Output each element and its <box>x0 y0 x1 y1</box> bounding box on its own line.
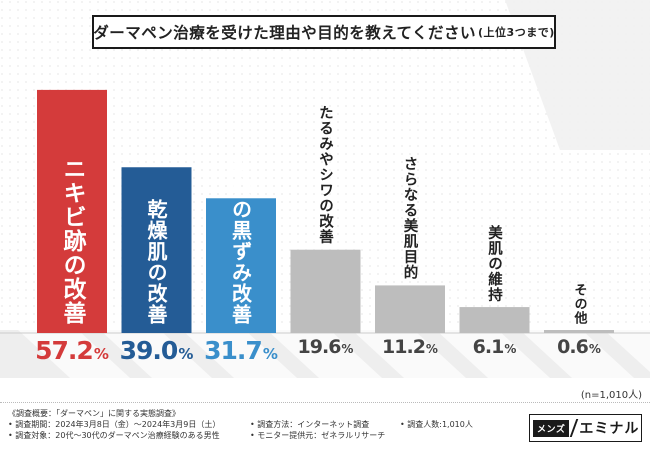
chart-title-note: (上位3つまで) <box>478 26 555 39</box>
footer-method: • 調査方法：インターネット調査 <box>250 420 370 429</box>
logo-mens: メンズ <box>533 419 570 437</box>
bar-value-number: 57.2 <box>35 336 94 365</box>
survey-footer: 《調査概要：「ダーマペン」に関する実態調査》 • 調査期間：2024年3月8日（… <box>0 402 650 451</box>
footer-count: • 調査人数:1,010人 <box>400 420 473 429</box>
bar-value-number: 31.7 <box>204 336 263 365</box>
bar-value-number: 6.1 <box>472 336 505 358</box>
bar-value-label: 39.0% <box>115 336 199 365</box>
footer-target: • 調査対象：20代〜30代のダーマペン治療経験のある男性 <box>8 431 220 440</box>
bar-category-label: その他 <box>571 283 587 325</box>
bar-3 <box>206 198 276 333</box>
bar-value-number: 19.6 <box>297 336 342 358</box>
footer-overview: 《調査概要：「ダーマペン」に関する実態調査》 <box>8 409 180 418</box>
bar-1 <box>37 89 107 334</box>
bar-value-number: 0.6 <box>557 336 589 358</box>
bar-value-label: 57.2% <box>30 336 114 365</box>
bar-category-label: 美肌の維持 <box>486 224 502 303</box>
bar-value-number: 39.0 <box>119 336 179 365</box>
bar-7 <box>544 330 614 333</box>
footer-provider: • モニター提供元：ゼネラルリサーチ <box>250 431 386 440</box>
chart-title: ダーマペン治療を受けた理由や目的を教えてください (上位3つまで) <box>92 15 556 49</box>
footer-period: • 調査期間：2024年3月8日（金）～2024年3月9日（土） <box>8 420 221 429</box>
bar-value-unit: % <box>341 342 354 356</box>
logo-brand: エミナル <box>579 421 640 437</box>
chart-title-main: ダーマペン治療を受けた理由や目的を教えてください <box>93 24 477 42</box>
bar-value-unit: % <box>504 342 517 356</box>
bar-category-label: さらなる美肌目的 <box>401 156 418 281</box>
bar-category-label: 乾燥肌の改善 <box>144 199 168 325</box>
bar-6 <box>459 307 530 333</box>
bar-value-number: 11.2 <box>382 336 426 358</box>
bar-value-label: 31.7% <box>199 336 283 365</box>
bar-5 <box>375 285 445 333</box>
bar-value-label: 19.6% <box>284 336 368 358</box>
bar-value-unit: % <box>93 345 109 363</box>
sample-size-note: (n=1,010人) <box>580 390 642 401</box>
bar-value-label: 0.6% <box>537 336 621 358</box>
bar-value-unit: % <box>425 342 438 356</box>
brand-logo: メンズ エミナル <box>529 414 642 442</box>
bar-value-unit: % <box>588 342 601 356</box>
bar-category-label: ニキビ跡の改善 <box>59 157 85 325</box>
bar-value-label: 6.1% <box>453 336 537 358</box>
bar-value-unit: % <box>178 345 194 363</box>
bar-2 <box>121 167 192 333</box>
logo-slash <box>570 419 579 437</box>
bar-category-label: たるみやシワの改善 <box>317 105 333 245</box>
bar-value-label: 11.2% <box>368 336 452 358</box>
bar-4 <box>290 249 361 333</box>
bar-value-unit: % <box>262 345 278 363</box>
bar-category-label: 毛穴の黒ずみ改善 <box>228 157 253 325</box>
